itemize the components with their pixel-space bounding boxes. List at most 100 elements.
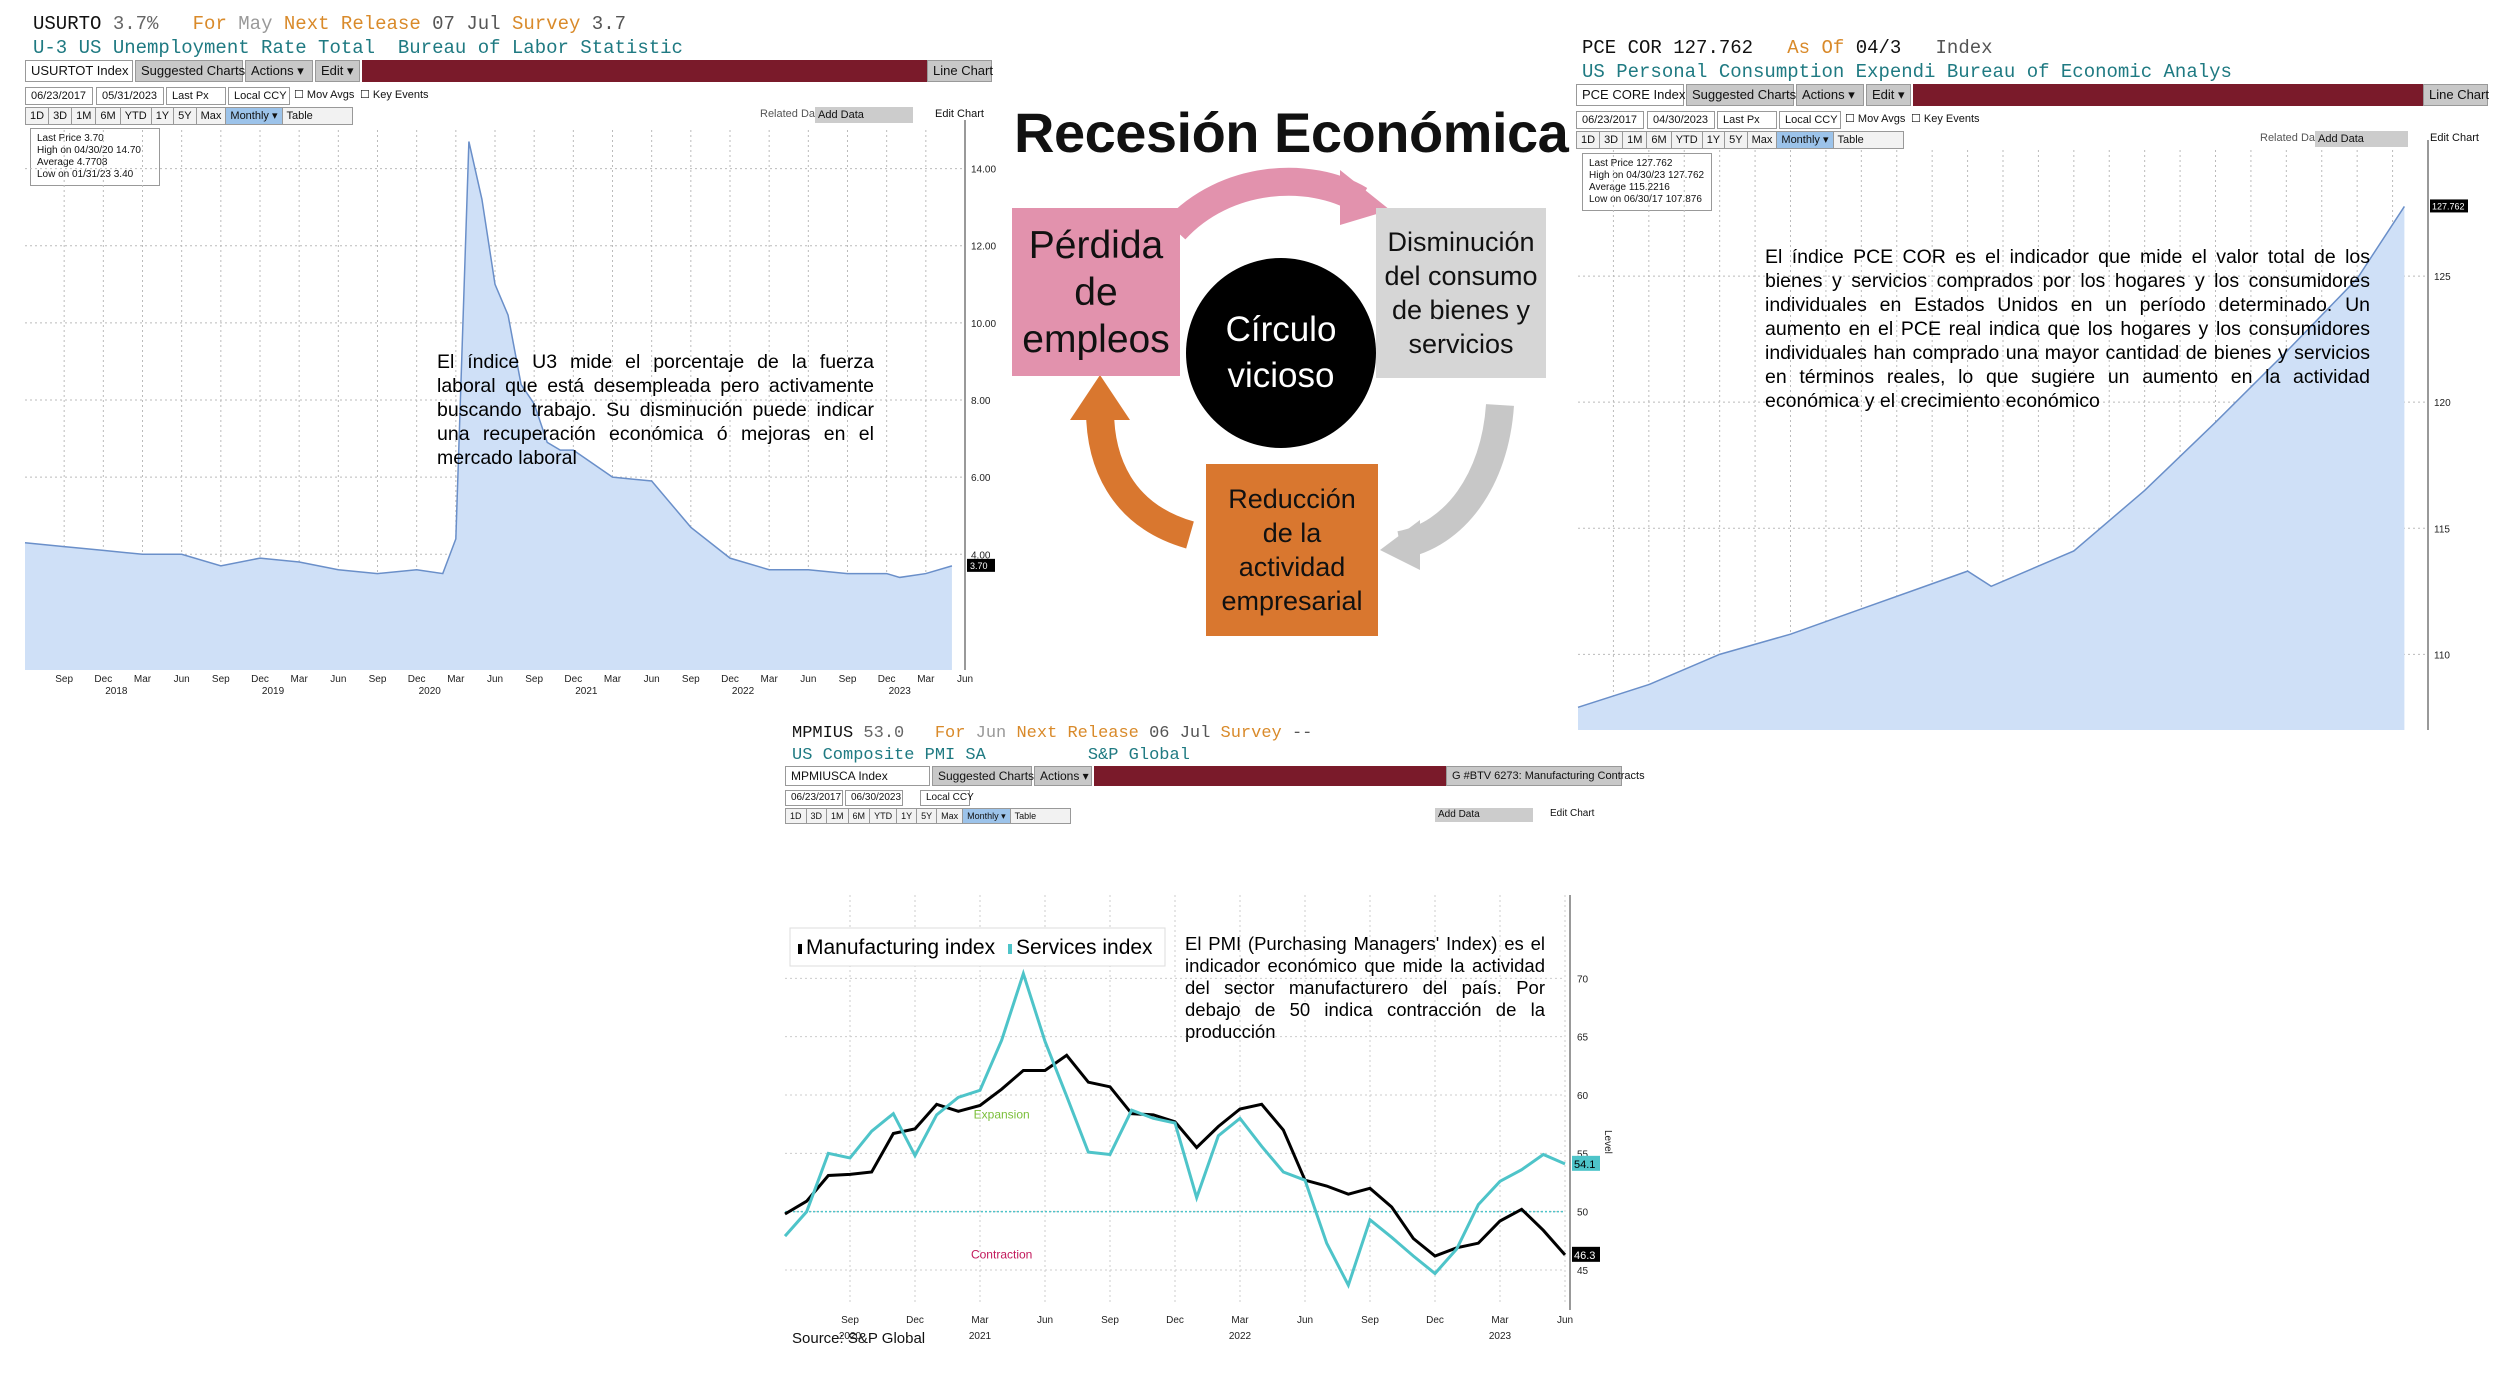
u3-key-events-checkbox[interactable]: ☐ Key Events xyxy=(360,89,429,101)
pmi-range-5y[interactable]: 5Y xyxy=(917,808,938,824)
u3-range-max[interactable]: Max xyxy=(196,107,227,125)
u3-range-1y[interactable]: 1Y xyxy=(151,107,175,125)
pce-mov-avgs-checkbox[interactable]: ☐ Mov Avgs xyxy=(1845,113,1906,125)
pmi-edit-chart[interactable]: Edit Chart xyxy=(1550,808,1595,819)
pce-ccy-select[interactable]: Local CCY xyxy=(1779,111,1841,129)
u3-actions-menu[interactable]: Actions ▾ xyxy=(245,60,313,82)
pmi-range-max[interactable]: Max xyxy=(937,808,964,824)
pmi-value: 53.0 xyxy=(863,724,905,743)
pce-price-select[interactable]: Last Px xyxy=(1717,111,1777,129)
u3-y-tick: 10.00 xyxy=(971,319,996,330)
pmi-add-data[interactable]: Add Data xyxy=(1435,808,1533,822)
pmi-index-field[interactable]: MPMIUSCA Index xyxy=(785,766,930,786)
pmi-range-ytd[interactable]: YTD xyxy=(870,808,898,824)
u3-period: May xyxy=(238,13,273,35)
recession-diagram: Recesión Económica Pérdida de empleos Di… xyxy=(1000,90,1580,650)
u3-note: El índice U3 mide el porcentaje de la fu… xyxy=(437,351,874,469)
u3-edit-menu[interactable]: Edit ▾ xyxy=(315,60,360,82)
pce-source: Bureau of Economic Analys xyxy=(1946,61,2232,83)
u3-range-6m[interactable]: 6M xyxy=(96,107,121,125)
pce-table-button[interactable]: Table xyxy=(1833,131,1904,149)
pce-key-events-checkbox[interactable]: ☐ Key Events xyxy=(1911,113,1980,125)
u3-range-1d[interactable]: 1D xyxy=(25,107,50,125)
pce-legend: Last Price 127.762 High on 04/30/23 127.… xyxy=(1582,153,1712,211)
pce-related-data[interactable]: Related Dat xyxy=(2260,132,2319,144)
u3-x-tick: Sep xyxy=(212,674,230,685)
u3-mov-avgs-checkbox[interactable]: ☐ Mov Avgs xyxy=(294,89,355,101)
pce-range-5y[interactable]: 5Y xyxy=(1725,131,1748,149)
pmi-title-bar xyxy=(1094,766,1446,786)
u3-suggested-charts[interactable]: Suggested Charts xyxy=(135,60,245,82)
pmi-services-tag: 54.1 xyxy=(1574,1159,1595,1171)
pce-desc-line: US Personal Consumption Expendi Bureau o… xyxy=(1582,61,2232,83)
pce-range-1d[interactable]: 1D xyxy=(1576,131,1601,149)
u3-table-button[interactable]: Table xyxy=(282,107,353,125)
u3-range-1m[interactable]: 1M xyxy=(72,107,97,125)
u3-start-date[interactable]: 06/23/2017 xyxy=(25,87,93,105)
u3-add-data[interactable]: Add Data xyxy=(815,107,913,123)
pce-frequency-select[interactable]: Monthly ▾ xyxy=(1777,131,1834,149)
pmi-suggested-charts[interactable]: Suggested Charts xyxy=(932,766,1034,786)
pce-range-6m[interactable]: 6M xyxy=(1647,131,1672,149)
pmi-actions-menu[interactable]: Actions ▾ xyxy=(1034,766,1092,786)
pce-range-3d[interactable]: 3D xyxy=(1600,131,1624,149)
pce-edit-chart[interactable]: Edit Chart xyxy=(2430,132,2479,144)
pce-mov-avgs-label: Mov Avgs xyxy=(1857,113,1906,125)
pmi-x-tick: Mar xyxy=(1231,1315,1249,1326)
u3-range-ytd[interactable]: YTD xyxy=(120,107,152,125)
u3-ticker: USURTO xyxy=(33,13,102,35)
u3-price-select[interactable]: Last Px xyxy=(166,87,226,105)
u3-legend-average: Average 4.7708 xyxy=(37,157,108,168)
pce-range-1y[interactable]: 1Y xyxy=(1702,131,1726,149)
pmi-end-date[interactable]: 06/30/2023 xyxy=(845,790,903,806)
u3-related-data[interactable]: Related Dat xyxy=(760,108,819,120)
u3-legend: Last Price 3.70 High on 04/30/20 14.70 A… xyxy=(30,128,160,186)
pce-add-data[interactable]: Add Data xyxy=(2315,131,2408,147)
pce-chart-type[interactable]: Line Chart xyxy=(2423,84,2489,106)
pmi-range-1d[interactable]: 1D xyxy=(785,808,807,824)
pmi-start-date[interactable]: 06/23/2017 xyxy=(785,790,843,806)
pce-edit-menu[interactable]: Edit ▾ xyxy=(1866,84,1911,106)
pmi-btv-link[interactable]: G #BTV 6273: Manufacturing Contracts xyxy=(1446,766,1645,786)
pce-actions-menu[interactable]: Actions ▾ xyxy=(1796,84,1864,106)
u3-x-tick: Sep xyxy=(682,674,700,685)
pce-description: US Personal Consumption Expendi xyxy=(1582,61,1936,83)
u3-index-field[interactable]: USURTOT Index xyxy=(25,60,133,82)
cycle-arrows xyxy=(1070,167,1514,570)
pmi-x-tick: Jun xyxy=(1037,1315,1053,1326)
u3-edit-chart[interactable]: Edit Chart xyxy=(935,108,984,120)
pmi-x-tick: Dec xyxy=(1166,1315,1184,1326)
pce-end-date[interactable]: 04/30/2023 xyxy=(1647,111,1715,129)
pmi-range-3d[interactable]: 3D xyxy=(806,808,828,824)
u3-end-date[interactable]: 05/31/2023 xyxy=(96,87,164,105)
pmi-y-label: Level xyxy=(1602,1130,1613,1154)
pmi-panel: MPMIUS 53.0 For Jun Next Release 06 Jul … xyxy=(780,720,1645,1373)
u3-range-3d[interactable]: 3D xyxy=(49,107,73,125)
pmi-frequency-select[interactable]: Monthly ▾ xyxy=(963,808,1011,824)
pmi-ccy-select[interactable]: Local CCY xyxy=(920,790,974,806)
pce-index-field[interactable]: PCE CORE Index xyxy=(1576,84,1685,106)
u3-legend-last: Last Price 3.70 xyxy=(37,133,104,144)
pmi-x-tick: Mar xyxy=(1491,1315,1509,1326)
pmi-legend-swatch-services xyxy=(1008,944,1012,954)
u3-frequency-select[interactable]: Monthly ▾ xyxy=(226,107,283,125)
pce-range-1m[interactable]: 1M xyxy=(1623,131,1648,149)
u3-x-tick: Mar xyxy=(447,674,465,685)
pmi-x-tick: Sep xyxy=(841,1315,859,1326)
u3-range-5y[interactable]: 5Y xyxy=(174,107,197,125)
pce-range-max[interactable]: Max xyxy=(1747,131,1778,149)
pce-asof: 04/3 xyxy=(1855,37,1902,59)
pmi-x-tick: Sep xyxy=(1101,1315,1119,1326)
pce-last-tag: 127.762 xyxy=(2432,201,2465,211)
pce-range-ytd[interactable]: YTD xyxy=(1671,131,1703,149)
u3-chart-type[interactable]: Line Chart xyxy=(927,60,993,82)
pmi-range-1m[interactable]: 1M xyxy=(827,808,849,824)
pmi-range-6m[interactable]: 6M xyxy=(848,808,871,824)
pce-suggested-charts[interactable]: Suggested Charts xyxy=(1686,84,1796,106)
pmi-table-button[interactable]: Table xyxy=(1010,808,1071,824)
pce-title-bar xyxy=(1913,84,2423,106)
pce-kind: Index xyxy=(1935,37,1993,59)
u3-ccy-select[interactable]: Local CCY xyxy=(228,87,290,105)
pce-start-date[interactable]: 06/23/2017 xyxy=(1576,111,1644,129)
pmi-range-1y[interactable]: 1Y xyxy=(897,808,918,824)
